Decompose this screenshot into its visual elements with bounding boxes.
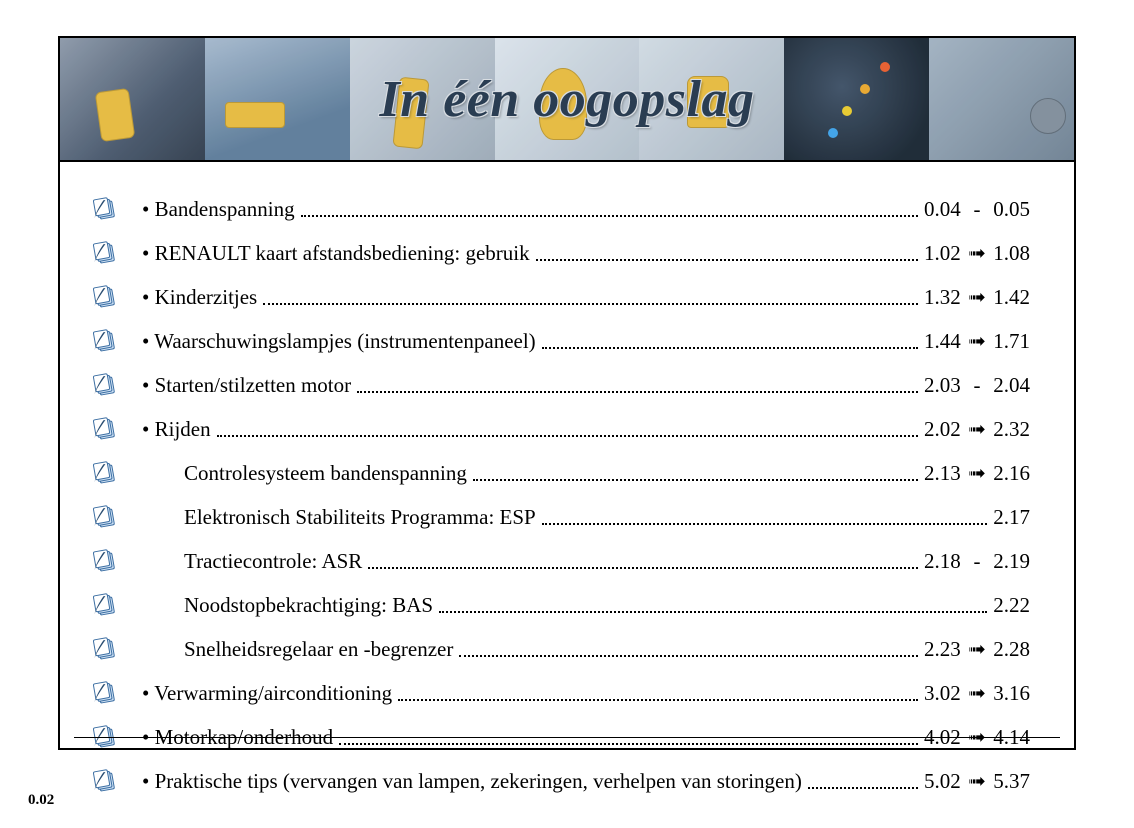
toc-body: • Waarschuwingslampjes (instrumentenpane… bbox=[122, 329, 1030, 354]
toc-row: • Bandenspanning 0.04 - 0.05 bbox=[90, 192, 1030, 222]
quill-pages-icon bbox=[90, 632, 122, 662]
toc-label: • Waarschuwingslampjes (instrumentenpane… bbox=[122, 329, 536, 354]
toc-body: • Starten/stilzetten motor 2.03 - 2.04 bbox=[122, 373, 1030, 398]
toc-label: Snelheidsregelaar en -begrenzer bbox=[122, 637, 453, 662]
footer-rule bbox=[74, 737, 1060, 739]
toc-row: • Kinderzitjes 1.32 ➟ 1.42 bbox=[90, 280, 1030, 310]
toc-page-range: 2.18 - 2.19 bbox=[924, 549, 1030, 574]
toc-page-range: 1.32 ➟ 1.42 bbox=[924, 285, 1030, 310]
quill-pages-icon bbox=[90, 368, 122, 398]
toc-leaders bbox=[536, 259, 918, 261]
toc-page-range: 3.02 ➟ 3.16 bbox=[924, 681, 1030, 706]
quill-pages-icon bbox=[90, 500, 122, 530]
toc-body: Tractiecontrole: ASR 2.18 - 2.19 bbox=[122, 549, 1030, 574]
toc-leaders bbox=[301, 215, 918, 217]
toc-leaders bbox=[263, 303, 918, 305]
toc-label: • Bandenspanning bbox=[122, 197, 295, 222]
toc-body: Elektronisch Stabiliteits Programma: ESP… bbox=[122, 505, 1030, 530]
quill-pages-icon bbox=[90, 280, 122, 310]
toc-row: Tractiecontrole: ASR 2.18 - 2.19 bbox=[90, 544, 1030, 574]
toc-row: Snelheidsregelaar en -begrenzer 2.23 ➟ 2… bbox=[90, 632, 1030, 662]
toc-leaders bbox=[459, 655, 918, 657]
quill-pages-icon bbox=[90, 764, 122, 794]
toc-label: • Starten/stilzetten motor bbox=[122, 373, 351, 398]
toc-label: • RENAULT kaart afstandsbediening: gebru… bbox=[122, 241, 530, 266]
toc-page-range: 2.17 bbox=[993, 505, 1030, 530]
toc-page-range: 0.04 - 0.05 bbox=[924, 197, 1030, 222]
toc-content: • Bandenspanning 0.04 - 0.05 • RENAULT k… bbox=[60, 162, 1074, 828]
toc-row: • Waarschuwingslampjes (instrumentenpane… bbox=[90, 324, 1030, 354]
toc-row: Noodstopbekrachtiging: BAS 2.22 bbox=[90, 588, 1030, 618]
toc-page-range: 1.44 ➟ 1.71 bbox=[924, 329, 1030, 354]
toc-label: Noodstopbekrachtiging: BAS bbox=[122, 593, 433, 618]
toc-leaders bbox=[473, 479, 918, 481]
toc-leaders bbox=[808, 787, 918, 789]
quill-pages-icon bbox=[90, 412, 122, 442]
toc-label: Tractiecontrole: ASR bbox=[122, 549, 362, 574]
toc-row: • Starten/stilzetten motor 2.03 - 2.04 bbox=[90, 368, 1030, 398]
toc-row: • Praktische tips (vervangen van lampen,… bbox=[90, 764, 1030, 794]
toc-body: • Rijden 2.02 ➟ 2.32 bbox=[122, 417, 1030, 442]
toc-leaders bbox=[339, 743, 918, 745]
toc-row: • Motorkap/onderhoud 4.02 ➟ 4.14 bbox=[90, 720, 1030, 750]
quill-pages-icon bbox=[90, 456, 122, 486]
toc-body: Noodstopbekrachtiging: BAS 2.22 bbox=[122, 593, 1030, 618]
toc-row: • Verwarming/airconditioning 3.02 ➟ 3.16 bbox=[90, 676, 1030, 706]
toc-body: Snelheidsregelaar en -begrenzer 2.23 ➟ 2… bbox=[122, 637, 1030, 662]
toc-leaders bbox=[398, 699, 918, 701]
toc-label: • Rijden bbox=[122, 417, 211, 442]
quill-pages-icon bbox=[90, 192, 122, 222]
quill-pages-icon bbox=[90, 588, 122, 618]
toc-label: • Kinderzitjes bbox=[122, 285, 257, 310]
toc-row: • Rijden 2.02 ➟ 2.32 bbox=[90, 412, 1030, 442]
toc-leaders bbox=[217, 435, 918, 437]
toc-page-range: 2.02 ➟ 2.32 bbox=[924, 417, 1030, 442]
quill-pages-icon bbox=[90, 236, 122, 266]
toc-body: Controlesysteem bandenspanning 2.13 ➟ 2.… bbox=[122, 461, 1030, 486]
toc-label: Elektronisch Stabiliteits Programma: ESP bbox=[122, 505, 536, 530]
toc-body: • Bandenspanning 0.04 - 0.05 bbox=[122, 197, 1030, 222]
toc-label: • Praktische tips (vervangen van lampen,… bbox=[122, 769, 802, 794]
toc-page-range: 1.02 ➟ 1.08 bbox=[924, 241, 1030, 266]
toc-leaders bbox=[542, 523, 988, 525]
toc-leaders bbox=[439, 611, 987, 613]
toc-row: • RENAULT kaart afstandsbediening: gebru… bbox=[90, 236, 1030, 266]
toc-leaders bbox=[368, 567, 918, 569]
banner: In één oogopslag bbox=[60, 38, 1074, 162]
toc-row: Controlesysteem bandenspanning 2.13 ➟ 2.… bbox=[90, 456, 1030, 486]
quill-pages-icon bbox=[90, 324, 122, 354]
toc-label: Controlesysteem bandenspanning bbox=[122, 461, 467, 486]
toc-body: • Verwarming/airconditioning 3.02 ➟ 3.16 bbox=[122, 681, 1030, 706]
toc-row: Elektronisch Stabiliteits Programma: ESP… bbox=[90, 500, 1030, 530]
toc-page-range: 5.02 ➟ 5.37 bbox=[924, 769, 1030, 794]
toc-body: • RENAULT kaart afstandsbediening: gebru… bbox=[122, 241, 1030, 266]
toc-body: • Praktische tips (vervangen van lampen,… bbox=[122, 769, 1030, 794]
toc-leaders bbox=[542, 347, 918, 349]
toc-leaders bbox=[357, 391, 918, 393]
quill-pages-icon bbox=[90, 676, 122, 706]
toc-body: • Kinderzitjes 1.32 ➟ 1.42 bbox=[122, 285, 1030, 310]
page-frame: In één oogopslag • Bandenspanning 0.04 -… bbox=[58, 36, 1076, 750]
toc-page-range: 2.13 ➟ 2.16 bbox=[924, 461, 1030, 486]
quill-pages-icon bbox=[90, 544, 122, 574]
banner-title-wrap: In één oogopslag bbox=[60, 38, 1074, 160]
toc-page-range: 2.03 - 2.04 bbox=[924, 373, 1030, 398]
page-title: In één oogopslag bbox=[380, 70, 755, 129]
toc-page-range: 2.22 bbox=[993, 593, 1030, 618]
page-number: 0.02 bbox=[28, 792, 54, 809]
quill-pages-icon bbox=[90, 720, 122, 750]
toc-page-range: 2.23 ➟ 2.28 bbox=[924, 637, 1030, 662]
toc-label: • Verwarming/airconditioning bbox=[122, 681, 392, 706]
